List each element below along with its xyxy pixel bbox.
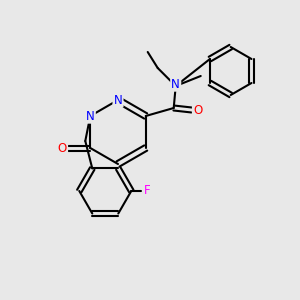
Text: N: N (171, 77, 180, 91)
Text: O: O (58, 142, 67, 154)
Text: N: N (86, 110, 95, 122)
Text: N: N (114, 94, 122, 106)
Text: O: O (193, 103, 202, 116)
Text: F: F (144, 184, 151, 197)
